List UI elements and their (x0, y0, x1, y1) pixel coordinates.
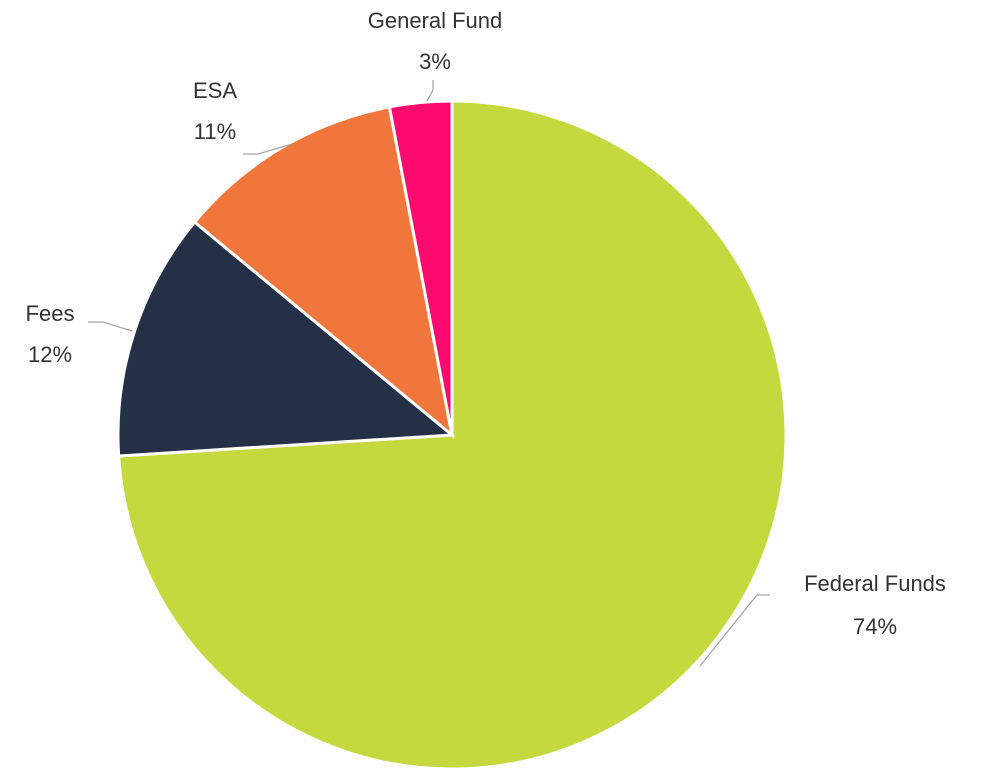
slice-label: General Fund (368, 8, 503, 33)
slice-value-label: 12% (28, 342, 72, 367)
slice-label: ESA (193, 78, 237, 103)
leader-lines (88, 80, 770, 667)
leader-line (699, 594, 770, 667)
slice-value-label: 11% (194, 119, 236, 144)
leader-line (88, 321, 133, 332)
leader-line (243, 143, 293, 155)
pie-slice (116, 219, 456, 458)
pie-slice (387, 99, 454, 436)
slice-label: Fees (26, 301, 75, 326)
leader-line (426, 80, 434, 102)
slice-value-label: 3% (419, 49, 451, 74)
pie (116, 99, 788, 771)
slice-label: Federal Funds (804, 571, 946, 596)
slice-value-label: 74% (853, 614, 897, 639)
